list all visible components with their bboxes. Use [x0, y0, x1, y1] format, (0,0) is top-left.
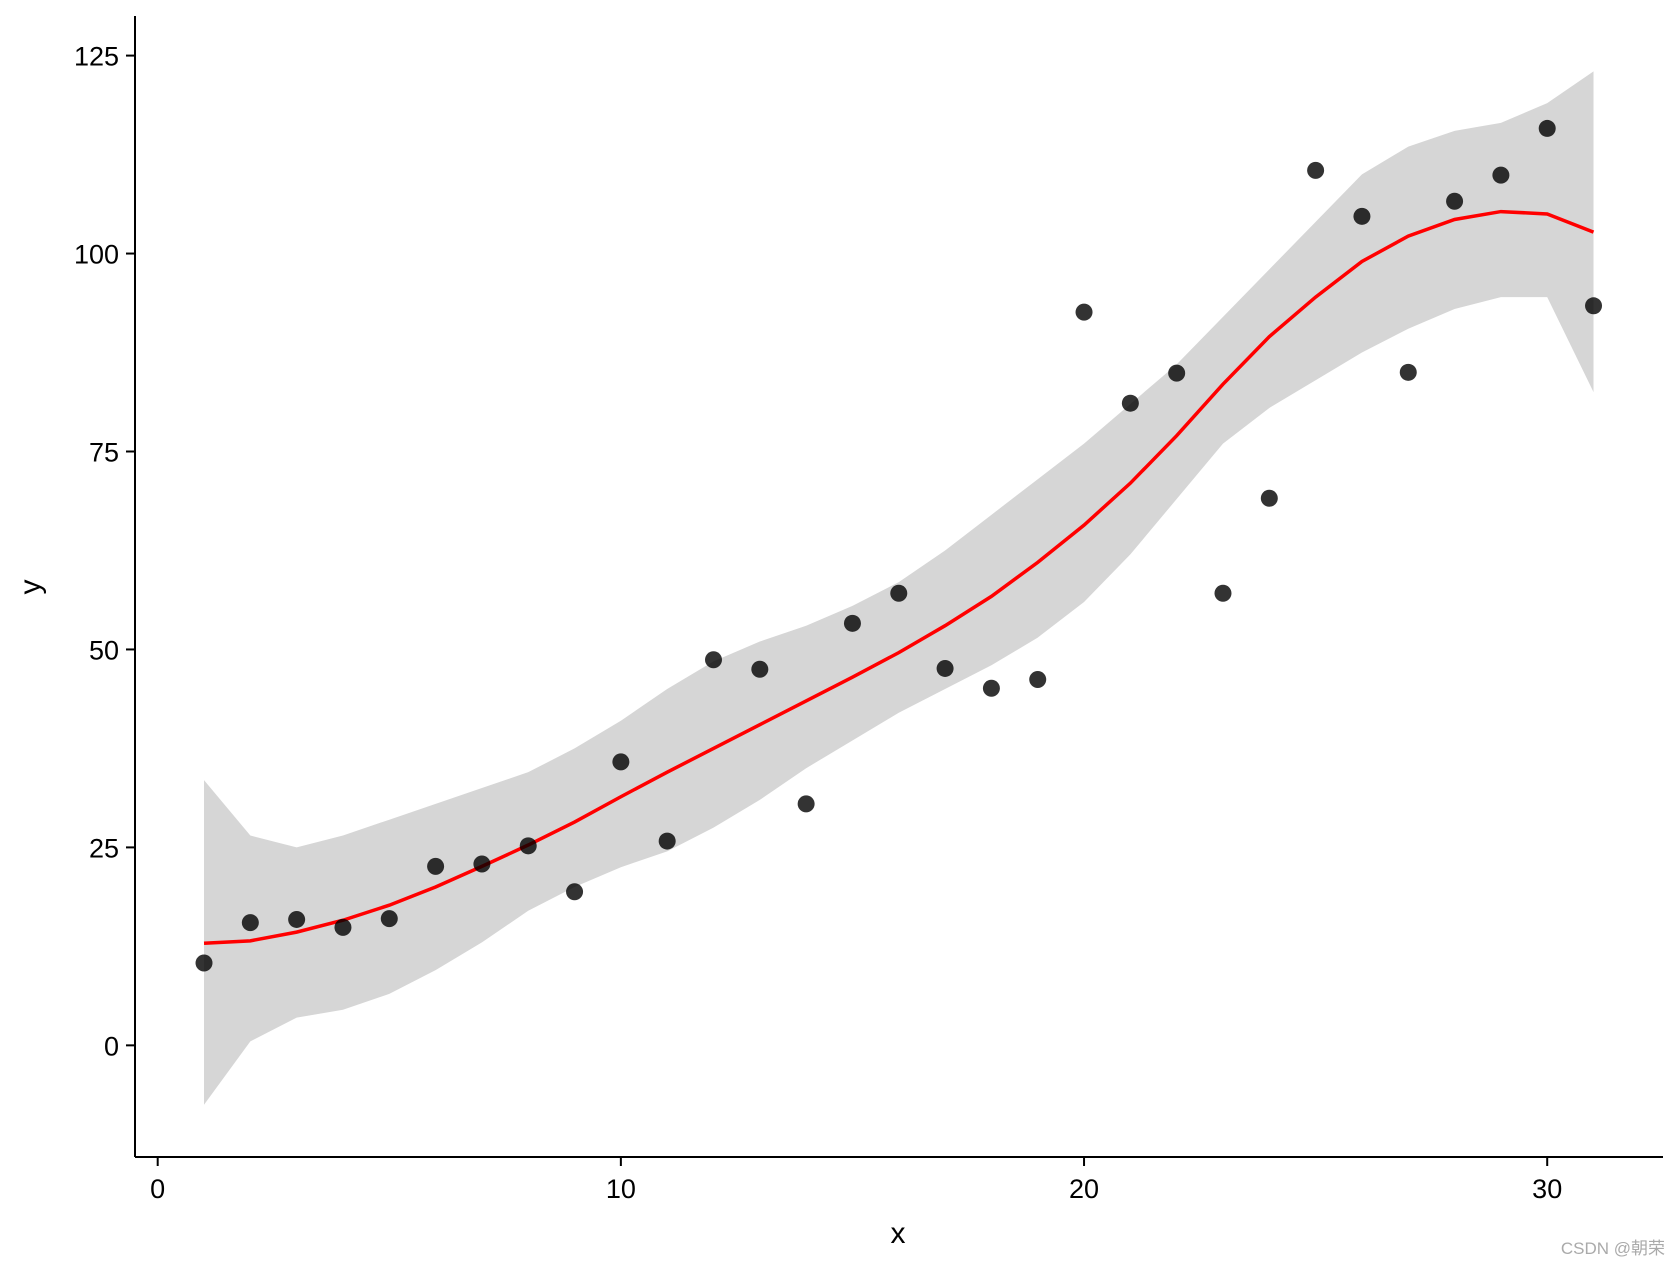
point	[705, 651, 723, 669]
point	[473, 855, 491, 873]
point	[1399, 363, 1417, 381]
point	[751, 660, 769, 678]
point	[1075, 303, 1093, 321]
point	[380, 910, 398, 928]
point	[1585, 297, 1603, 315]
point	[1538, 119, 1556, 137]
point	[1168, 364, 1186, 382]
point	[658, 832, 676, 850]
y-tick-label: 0	[104, 1031, 119, 1061]
x-tick-label: 30	[1532, 1174, 1562, 1204]
point	[1446, 192, 1464, 210]
x-tick-label: 0	[150, 1174, 165, 1204]
point	[982, 679, 1000, 697]
point	[1307, 161, 1325, 179]
point	[1492, 166, 1510, 184]
point	[1029, 671, 1047, 689]
point	[890, 584, 908, 602]
point	[797, 795, 815, 813]
point	[427, 857, 445, 875]
point	[1121, 394, 1139, 412]
x-axis-title: x	[891, 1217, 906, 1250]
y-tick-label: 50	[89, 635, 119, 665]
point	[241, 914, 259, 932]
x-tick-label: 20	[1069, 1174, 1099, 1204]
point	[1214, 584, 1232, 602]
y-tick-label: 25	[89, 833, 119, 863]
y-axis-title: y	[14, 580, 47, 595]
point	[334, 918, 352, 936]
point	[566, 883, 584, 901]
point	[1353, 207, 1371, 225]
x-tick-label: 10	[606, 1174, 636, 1204]
point	[612, 753, 630, 771]
y-tick-label: 125	[74, 42, 119, 72]
point	[519, 837, 537, 855]
point	[936, 659, 954, 677]
point	[288, 910, 306, 928]
fit-line	[203, 209, 1595, 945]
watermark: CSDN @朝荣	[1561, 1239, 1665, 1258]
y-tick-label: 100	[74, 240, 119, 270]
y-tick-label: 75	[89, 437, 119, 467]
point	[843, 614, 861, 632]
point	[195, 954, 213, 972]
point	[1260, 489, 1278, 507]
